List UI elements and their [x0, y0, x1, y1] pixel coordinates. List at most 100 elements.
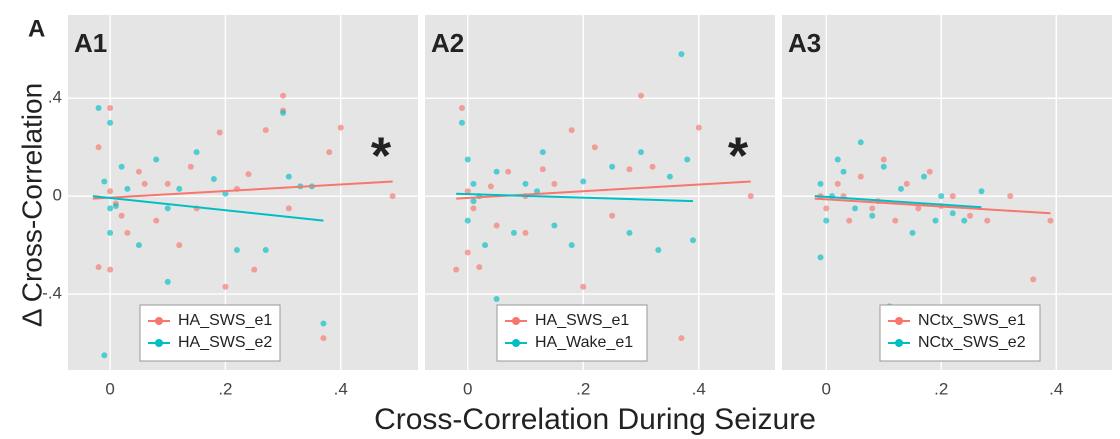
- data-point: [216, 129, 223, 136]
- data-point: [915, 205, 922, 212]
- data-point: [107, 188, 114, 195]
- data-point: [493, 168, 500, 175]
- data-point: [869, 212, 876, 219]
- data-point: [135, 242, 142, 249]
- data-point: [510, 229, 517, 236]
- data-point: [840, 168, 847, 175]
- data-point: [107, 229, 114, 236]
- data-point: [153, 156, 160, 163]
- x-tick-label: .4: [1049, 379, 1063, 398]
- data-point: [464, 156, 471, 163]
- data-point: [921, 173, 928, 180]
- x-tick-label: 0: [463, 379, 472, 398]
- data-point: [487, 183, 494, 190]
- x-axis-label: Cross-Correlation During Seizure: [374, 403, 816, 436]
- data-point: [609, 163, 616, 170]
- data-point: [164, 205, 171, 212]
- data-point: [124, 185, 131, 192]
- trend-line: [92, 195, 324, 222]
- data-point: [112, 202, 119, 209]
- data-point: [689, 237, 696, 244]
- legend-key: [895, 317, 903, 325]
- x-tick-label: .4: [334, 379, 348, 398]
- data-point: [280, 109, 287, 116]
- data-point: [869, 205, 876, 212]
- data-point: [262, 127, 269, 134]
- y-tick-label: 0: [53, 186, 62, 205]
- data-point: [337, 124, 344, 131]
- data-point: [118, 212, 125, 219]
- data-point: [107, 266, 114, 273]
- trend-line: [814, 197, 1051, 215]
- data-point: [107, 205, 114, 212]
- legend-key: [155, 317, 163, 325]
- data-point: [684, 156, 691, 163]
- data-point: [222, 283, 229, 290]
- data-point: [124, 229, 131, 236]
- data-point: [817, 254, 824, 261]
- data-point: [389, 193, 396, 200]
- data-point: [892, 217, 899, 224]
- legend-box: [139, 304, 281, 362]
- data-point: [193, 149, 200, 156]
- data-point: [609, 212, 616, 219]
- data-point: [107, 105, 114, 112]
- data-point: [626, 229, 633, 236]
- annotation: *: [728, 128, 749, 186]
- x-tick-label: .2: [576, 379, 590, 398]
- trend-line: [456, 192, 694, 203]
- legend-label: HA_SWS_e1: [178, 312, 272, 329]
- data-point: [262, 247, 269, 254]
- data-point: [285, 173, 292, 180]
- data-point: [458, 119, 465, 126]
- data-point: [164, 180, 171, 187]
- data-point: [522, 229, 529, 236]
- data-point: [695, 124, 702, 131]
- data-point: [101, 178, 108, 185]
- x-tick-label: .2: [218, 379, 232, 398]
- x-tick-label: .2: [934, 379, 948, 398]
- data-point: [580, 283, 587, 290]
- legend-label: HA_SWS_e2: [178, 334, 272, 351]
- data-point: [984, 217, 991, 224]
- panel-title: A2: [431, 28, 464, 58]
- data-point: [638, 92, 645, 99]
- data-point: [245, 171, 252, 178]
- data-point: [626, 166, 633, 173]
- data-point: [153, 217, 160, 224]
- data-point: [823, 205, 830, 212]
- data-point: [464, 217, 471, 224]
- data-point: [649, 163, 656, 170]
- data-point: [326, 149, 333, 156]
- data-point: [453, 266, 460, 273]
- data-point: [251, 266, 258, 273]
- data-point: [966, 212, 973, 219]
- data-point: [1030, 276, 1037, 283]
- data-point: [522, 180, 529, 187]
- x-tick-label: 0: [822, 379, 831, 398]
- data-point: [961, 217, 968, 224]
- x-tick-label: 0: [105, 379, 114, 398]
- data-point: [285, 205, 292, 212]
- trend-line: [814, 195, 982, 209]
- data-point: [823, 217, 830, 224]
- data-point: [938, 193, 945, 200]
- panel-title: A3: [788, 28, 821, 58]
- data-point: [539, 166, 546, 173]
- y-axis-label: Δ Cross-Correlation: [16, 83, 47, 327]
- data-point: [176, 242, 183, 249]
- legend-label: HA_SWS_e1: [535, 312, 629, 329]
- data-point: [476, 264, 483, 271]
- data-point: [978, 188, 985, 195]
- data-point: [470, 198, 477, 205]
- data-point: [470, 180, 477, 187]
- data-point: [187, 163, 194, 170]
- data-point: [909, 229, 916, 236]
- data-point: [926, 168, 933, 175]
- data-point: [949, 193, 956, 200]
- data-point: [482, 242, 489, 249]
- data-point: [118, 163, 125, 170]
- data-point: [534, 188, 541, 195]
- data-point: [176, 185, 183, 192]
- legend-label: NCtx_SWS_e1: [918, 312, 1026, 329]
